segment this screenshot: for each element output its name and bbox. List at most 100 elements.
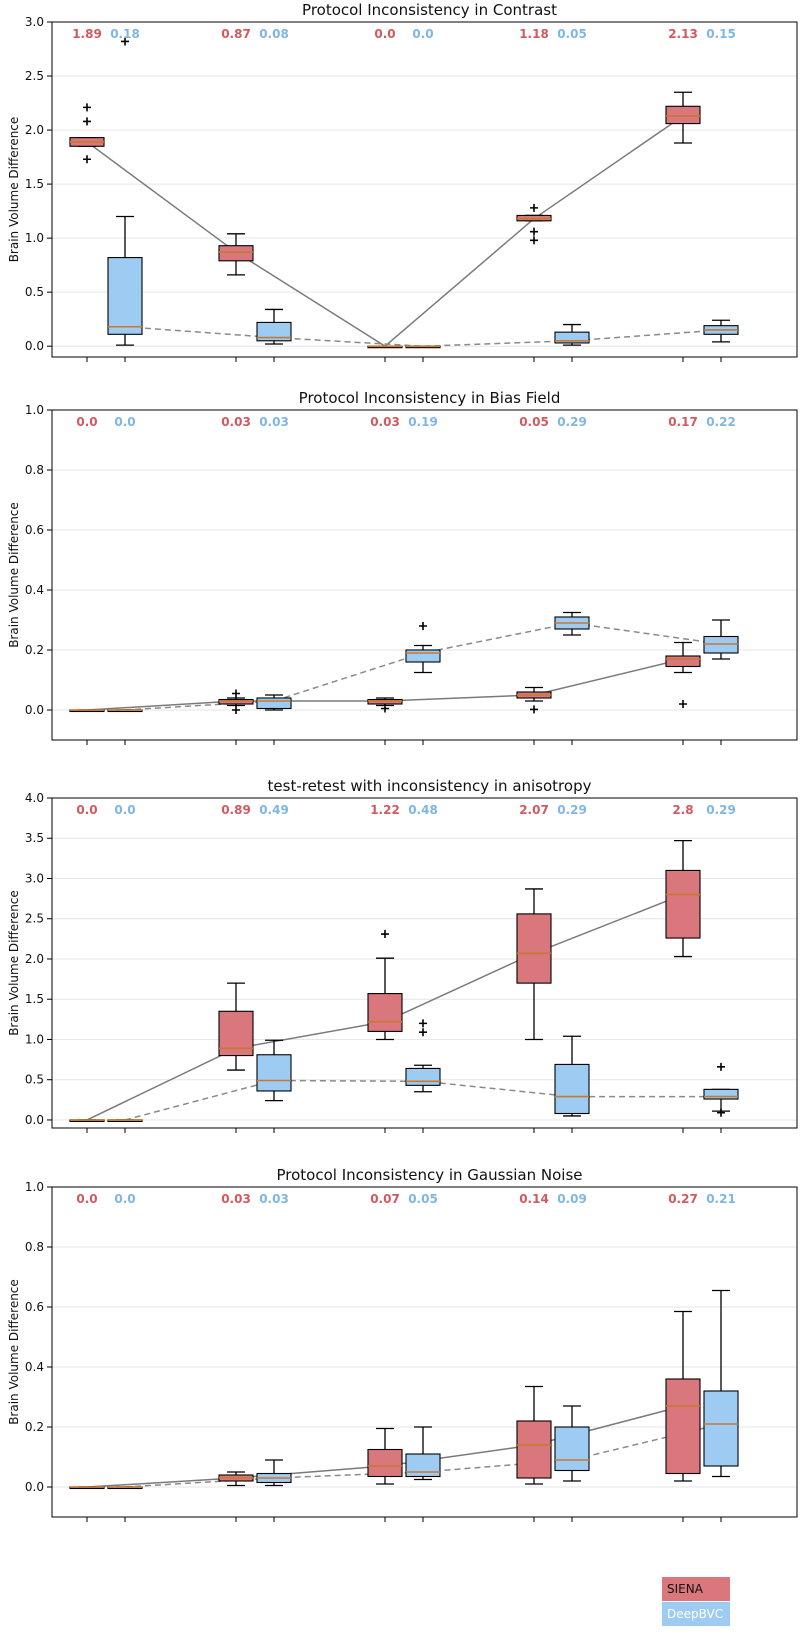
siena-median-label: 0.0 (76, 415, 97, 429)
deepbvc-box-5 (703, 1062, 739, 1117)
axes-frame (51, 21, 798, 358)
siena-median-label: 0.87 (221, 27, 251, 41)
siena-box-2 (218, 1471, 254, 1487)
y-tick-label: 3.0 (25, 871, 44, 885)
deepbvc-median-label: 0.18 (110, 27, 140, 41)
box-body (256, 697, 292, 710)
deepbvc-median-label: 0.09 (557, 1192, 587, 1206)
y-tick-label: 2.0 (25, 123, 44, 137)
siena-median-label: 0.07 (370, 1192, 400, 1206)
box-body (665, 105, 701, 125)
y-tick-label: 0.6 (25, 523, 44, 537)
y-tick-label: 4.0 (25, 791, 44, 805)
deepbvc-median-label: 0.48 (408, 803, 438, 817)
chart-panel-1: 0.0 0.5 1.0 1.5 2.0 2.5 3.0 Protocol Inconsiste… (7, 1, 798, 362)
deepbvc-median-label: 0.22 (706, 415, 736, 429)
siena-box-5 (665, 1310, 701, 1482)
outlier-marker (83, 117, 91, 126)
siena-median-label: 0.14 (519, 1192, 549, 1206)
y-tick-label: 0.2 (25, 643, 44, 657)
siena-box-5 (665, 641, 701, 708)
outlier-marker (381, 704, 389, 713)
outlier-marker (419, 622, 427, 630)
outlier-marker (679, 700, 687, 708)
box-body (554, 1063, 590, 1115)
outlier-marker (121, 37, 129, 46)
y-tick-label: 3.0 (25, 15, 44, 29)
siena-median-label: 1.22 (370, 803, 400, 817)
outlier-marker (717, 1108, 725, 1117)
deepbvc-median-label: 0.0 (114, 415, 135, 429)
deepbvc-median-label: 0.15 (706, 27, 736, 41)
y-tick-label: 0.4 (25, 583, 44, 597)
deepbvc-median-label: 0.08 (259, 27, 289, 41)
outlier-marker (232, 706, 240, 714)
y-tick-label: 1.0 (25, 1032, 44, 1046)
siena-box-3 (367, 697, 403, 713)
y-tick-label: 0.2 (25, 1420, 44, 1434)
siena-median-label: 0.03 (221, 415, 251, 429)
box-body (703, 1088, 739, 1100)
legend-swatch-siena (662, 1577, 730, 1601)
box-body (367, 993, 403, 1032)
siena-median-label: 0.0 (76, 803, 97, 817)
legend-swatch-deepbvc (662, 1602, 730, 1626)
y-axis-label: Brain Volume Difference (7, 1279, 21, 1425)
siena-median-label: 1.89 (72, 27, 102, 41)
deepbvc-box-2 (256, 1039, 292, 1102)
box-body (218, 245, 254, 262)
y-tick-label: 3.5 (25, 831, 44, 845)
siena-box-3 (367, 930, 403, 1041)
siena-median-label: 0.17 (668, 415, 698, 429)
deepbvc-median-label: 0.03 (259, 415, 289, 429)
siena-median-label: 0.27 (668, 1192, 698, 1206)
siena-box-1 (69, 1119, 105, 1123)
deepbvc-median-label: 0.05 (557, 27, 587, 41)
y-tick-label: 2.5 (25, 912, 44, 926)
outlier-marker (381, 930, 389, 939)
box-body (405, 1453, 441, 1478)
deepbvc-box-1 (107, 37, 143, 346)
y-tick-label: 0.0 (25, 1113, 44, 1127)
siena-box-4 (516, 203, 552, 245)
y-tick-label: 0.0 (25, 339, 44, 353)
box-body (665, 1378, 701, 1475)
y-tick-label: 1.0 (25, 1180, 44, 1194)
axes-frame (51, 797, 798, 1129)
deepbvc-median-label: 0.21 (706, 1192, 736, 1206)
deepbvc-median-label: 0.05 (408, 1192, 438, 1206)
siena-median-label: 2.07 (519, 803, 549, 817)
siena-box-2 (218, 233, 254, 276)
deepbvc-box-5 (703, 319, 739, 343)
siena-median-label: 2.13 (668, 27, 698, 41)
box-body (107, 257, 143, 335)
y-tick-label: 0.5 (25, 1073, 44, 1087)
deepbvc-median-label: 0.29 (557, 803, 587, 817)
deepbvc-box-3 (405, 1019, 441, 1093)
deepbvc-median-label: 0.29 (557, 415, 587, 429)
siena-box-5 (665, 840, 701, 958)
box-body (665, 869, 701, 939)
chart-panel-4: 0.0 0.2 0.4 0.6 0.8 1.0 Protocol Inconsistency… (7, 1166, 798, 1522)
box-body (554, 1426, 590, 1472)
siena-median-label: 2.8 (672, 803, 693, 817)
outlier-marker (530, 203, 538, 212)
siena-median-label: 0.0 (76, 1192, 97, 1206)
box-body (516, 913, 552, 984)
siena-box-5 (665, 91, 701, 144)
y-tick-label: 0.4 (25, 1360, 44, 1374)
box-body (703, 1390, 739, 1467)
axes-frame (51, 409, 798, 741)
siena-median-label: 0.0 (374, 27, 395, 41)
siena-box-2 (218, 689, 254, 714)
legend: SIENA DeepBVC (662, 1577, 730, 1626)
deepbvc-median-label: 0.49 (259, 803, 289, 817)
y-tick-label: 0.8 (25, 1240, 44, 1254)
outlier-marker (717, 1062, 725, 1071)
outlier-marker (232, 689, 240, 698)
siena-median-label: 0.05 (519, 415, 549, 429)
siena-box-4 (516, 1385, 552, 1485)
deepbvc-box-3 (405, 1426, 441, 1481)
siena-median-label: 0.89 (221, 803, 251, 817)
